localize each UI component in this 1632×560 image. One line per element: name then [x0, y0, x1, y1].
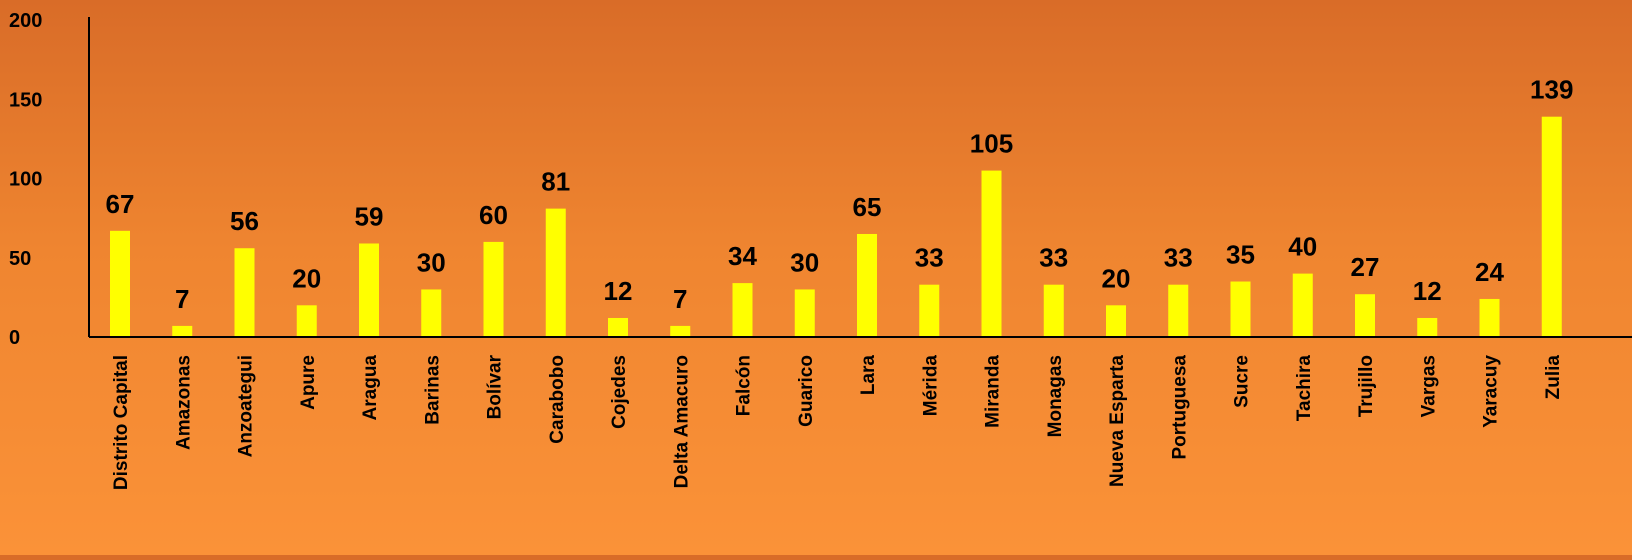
bar: [483, 241, 504, 337]
data-label: 35: [1226, 240, 1255, 270]
category-label: Apure: [298, 355, 319, 410]
y-axis-ticks: 0 50 100 150 200: [9, 10, 42, 349]
category-label: Amazonas: [173, 355, 194, 450]
bar: [421, 289, 442, 337]
data-label: 65: [853, 192, 882, 222]
bar: [981, 170, 1002, 337]
data-label: 59: [355, 201, 384, 231]
data-label: 40: [1288, 232, 1317, 262]
category-label: Aragua: [360, 355, 381, 421]
category-label: Monagas: [1045, 355, 1066, 437]
data-label: 27: [1351, 252, 1380, 282]
bar: [608, 317, 628, 337]
data-label: 33: [1164, 243, 1193, 273]
category-label: Anzoategui: [236, 355, 257, 457]
category-label: Portuguesa: [1169, 355, 1190, 460]
bar: [1043, 284, 1064, 337]
data-label: 12: [1413, 276, 1442, 306]
bar: [1230, 281, 1251, 337]
y-tick-label: 0: [9, 327, 20, 349]
bar: [110, 230, 130, 337]
data-label: 30: [417, 247, 446, 277]
data-label: 60: [479, 200, 508, 230]
category-label: Nueva Esparta: [1107, 355, 1128, 487]
bar: [732, 283, 753, 337]
bar: [794, 289, 815, 337]
bar: [172, 325, 193, 337]
category-label: Vargas: [1418, 355, 1439, 417]
y-tick-label: 100: [9, 169, 42, 191]
data-label: 20: [1102, 263, 1131, 293]
bar: [1479, 298, 1500, 337]
bars: [110, 116, 1562, 337]
data-label: 24: [1475, 257, 1504, 287]
data-label: 7: [673, 284, 687, 314]
data-label: 105: [970, 129, 1013, 159]
data-label: 33: [915, 243, 944, 273]
data-labels: 67 7 56 20 59 30 60 81 12 7 34 30 65 33 105 33 20 33 35 40 2…: [106, 75, 1574, 314]
category-label: Guarico: [796, 355, 817, 427]
bar: [919, 284, 940, 337]
category-label: Yaracuy: [1481, 355, 1502, 428]
bar: [234, 248, 255, 337]
bar: [545, 208, 566, 337]
category-label: Sucre: [1232, 355, 1253, 408]
data-label: 20: [292, 263, 321, 293]
category-label: Mérida: [920, 355, 941, 417]
category-label: Distrito Capital: [111, 355, 132, 490]
category-label: Bolívar: [485, 354, 506, 419]
category-label: Tachira: [1294, 355, 1315, 422]
bar: [1355, 294, 1375, 337]
category-label: Carabobo: [547, 355, 568, 444]
bar: [1292, 273, 1313, 337]
bar: [359, 243, 379, 337]
bar: [1417, 317, 1438, 337]
data-label: 139: [1530, 75, 1573, 105]
bar: [670, 325, 691, 337]
category-label: Barinas: [422, 355, 443, 425]
bar: [296, 305, 317, 337]
y-tick-label: 150: [9, 89, 42, 111]
category-label: Lara: [858, 355, 879, 396]
data-label: 33: [1039, 243, 1068, 273]
data-label: 67: [106, 189, 135, 219]
y-tick-label: 200: [9, 10, 42, 32]
category-label: Falcón: [734, 355, 755, 416]
category-label: Trujillo: [1356, 355, 1377, 417]
data-label: 34: [728, 241, 757, 271]
bar: [1168, 284, 1189, 337]
category-label: Delta Amacuro: [671, 355, 692, 488]
data-label: 7: [175, 284, 189, 314]
data-label: 81: [541, 167, 570, 197]
data-label: 56: [230, 206, 259, 236]
bar: [1106, 305, 1126, 337]
category-label: Miranda: [983, 355, 1004, 428]
bar: [1541, 116, 1562, 337]
x-axis-labels: Distrito Capital Amazonas Anzoategui Apure A…: [111, 354, 1564, 490]
y-tick-label: 50: [9, 248, 31, 270]
data-label: 12: [604, 276, 633, 306]
category-label: Cojedes: [609, 355, 630, 429]
category-label: Zulia: [1543, 355, 1564, 400]
data-label: 30: [790, 247, 819, 277]
bar: [857, 233, 877, 337]
